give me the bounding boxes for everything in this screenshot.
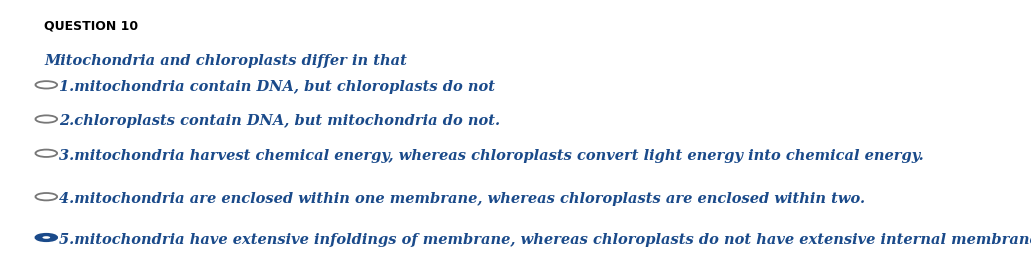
Circle shape — [35, 115, 57, 123]
Circle shape — [42, 236, 51, 239]
Text: 5.mitochondria have extensive infoldings of membrane, whereas chloroplasts do no: 5.mitochondria have extensive infoldings… — [60, 233, 1031, 247]
Circle shape — [35, 234, 57, 241]
Circle shape — [35, 193, 57, 200]
Text: Mitochondria and chloroplasts differ in that: Mitochondria and chloroplasts differ in … — [44, 54, 407, 68]
Text: 1.mitochondria contain DNA, but chloroplasts do not: 1.mitochondria contain DNA, but chloropl… — [60, 80, 496, 94]
Circle shape — [35, 81, 57, 89]
Text: 3.mitochondria harvest chemical energy, whereas chloroplasts convert light energ: 3.mitochondria harvest chemical energy, … — [60, 148, 924, 163]
Text: 4.mitochondria are enclosed within one membrane, whereas chloroplasts are enclos: 4.mitochondria are enclosed within one m… — [60, 192, 866, 206]
Circle shape — [35, 149, 57, 157]
Text: 2.chloroplasts contain DNA, but mitochondria do not.: 2.chloroplasts contain DNA, but mitochon… — [60, 114, 501, 128]
Text: QUESTION 10: QUESTION 10 — [44, 20, 138, 33]
